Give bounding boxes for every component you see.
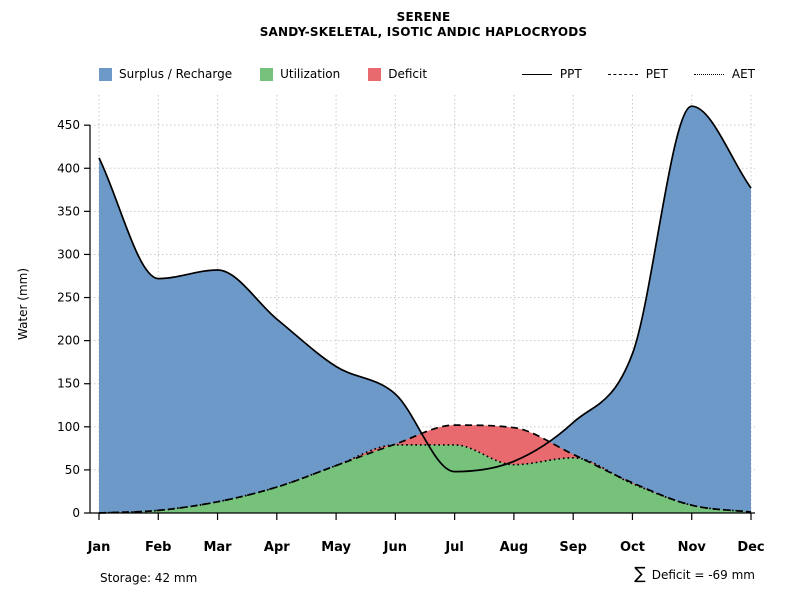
legend-item-utilization: Utilization [260, 67, 340, 81]
ppt-line [98, 105, 752, 473]
legend-label-deficit: Deficit [388, 67, 428, 81]
svg-text:Aug: Aug [500, 540, 529, 555]
legend-item-ppt: PPT [521, 67, 582, 81]
legend-label-aet: AET [731, 67, 755, 81]
svg-text:Feb: Feb [145, 540, 171, 555]
x-tick-labels: Jan Feb Mar Apr May Jun Jul Aug Sep Oct Nov Dec [87, 540, 765, 555]
deficit-swatch [368, 67, 382, 81]
svg-text:50: 50 [65, 463, 80, 477]
aet-line-sample [693, 73, 724, 75]
svg-text:Mar: Mar [203, 540, 232, 555]
chart-legend: Surplus / Recharge Utilization Deficit P… [99, 67, 755, 81]
svg-text:Jul: Jul [444, 540, 464, 555]
svg-text:May: May [321, 540, 351, 555]
legend-item-pet: PET [607, 67, 668, 81]
chart-title: SERENE [396, 10, 451, 24]
svg-text:Jun: Jun [383, 540, 407, 555]
svg-text:150: 150 [57, 377, 80, 391]
legend-line-group: PPT PET AET [496, 67, 755, 81]
axes [84, 124, 755, 520]
surplus-area [99, 106, 751, 513]
svg-text:Sep: Sep [559, 540, 587, 555]
svg-text:Dec: Dec [737, 540, 764, 555]
legend-item-aet: AET [693, 67, 755, 81]
deficit-area [99, 425, 751, 513]
svg-text:350: 350 [57, 204, 80, 218]
legend-label-surplus: Surplus / Recharge [119, 67, 233, 81]
svg-text:0: 0 [72, 506, 80, 520]
deficit-note: ∑ Deficit = -69 mm [634, 566, 755, 583]
svg-text:400: 400 [57, 161, 80, 175]
svg-text:Apr: Apr [264, 540, 290, 555]
surplus-swatch [99, 67, 112, 81]
deficit-text: Deficit = -69 mm [651, 568, 755, 582]
y-axis-title: Water (mm) [16, 268, 30, 340]
svg-text:Oct: Oct [620, 540, 645, 555]
svg-text:100: 100 [57, 420, 80, 434]
svg-text:Jan: Jan [87, 540, 111, 555]
svg-text:450: 450 [57, 118, 80, 132]
legend-item-surplus: Surplus / Recharge [99, 67, 232, 81]
pet-line [98, 424, 752, 514]
legend-label-utilization: Utilization [280, 67, 341, 81]
sum-symbol: ∑ [634, 564, 646, 584]
legend-area-group: Surplus / Recharge Utilization Deficit [99, 67, 455, 81]
ppt-line-sample [521, 73, 552, 75]
utilization-swatch [260, 67, 274, 81]
y-tick-labels: 0 50 100 150 200 250 300 350 400 450 [57, 118, 80, 520]
legend-label-ppt: PPT [559, 67, 582, 81]
storage-text: Storage: 42 mm [100, 571, 198, 585]
chart-subtitle: SANDY-SKELETAL, ISOTIC ANDIC HAPLOCRYODS [259, 25, 588, 39]
svg-text:300: 300 [57, 247, 80, 261]
legend-item-deficit: Deficit [368, 67, 427, 81]
legend-label-pet: PET [645, 67, 668, 81]
svg-text:200: 200 [57, 334, 80, 348]
storage-note: Storage: 42 mm [100, 571, 197, 585]
svg-text:Nov: Nov [678, 540, 707, 555]
svg-text:250: 250 [57, 291, 80, 305]
pet-line-sample [607, 73, 638, 75]
